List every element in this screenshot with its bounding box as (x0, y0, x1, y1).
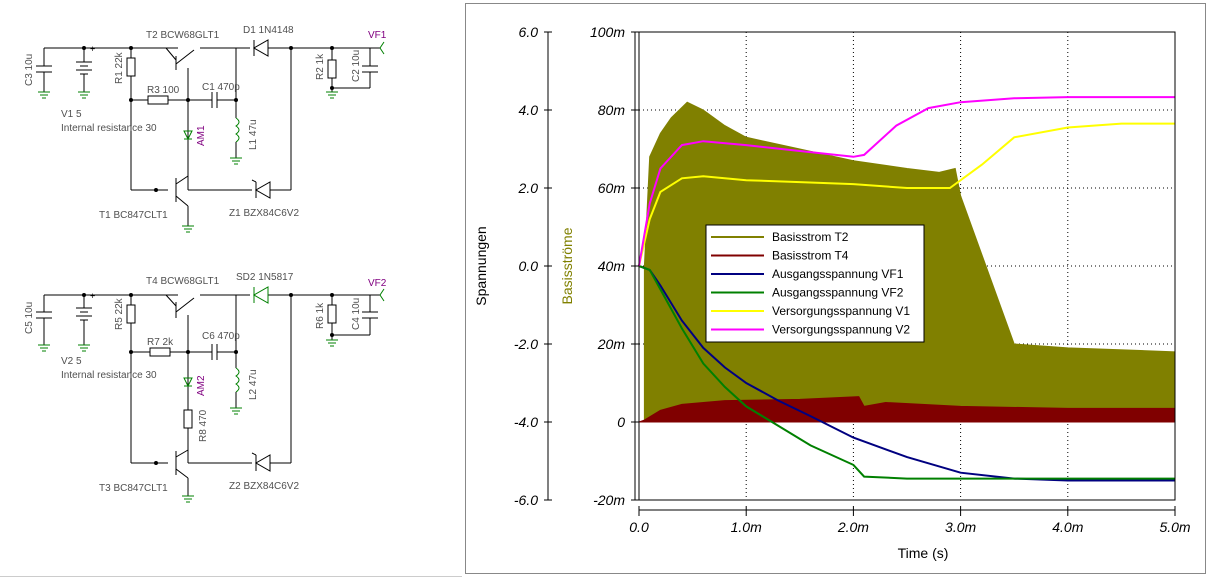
label-v1: V1 5 (61, 109, 82, 120)
y-right-tick-label: 100m (590, 24, 625, 40)
legend-label: Ausgangsspannung VF2 (772, 286, 904, 300)
y-axis-left-label: Spannungen (473, 226, 489, 305)
label-v2: V2 5 (61, 356, 82, 367)
label-vf2: VF2 (368, 278, 387, 289)
label-r2: R2 1k (315, 53, 326, 80)
transient-chart[interactable]: 6.0 4.0 2.0 0.0 -2.0 -4.0 -6.0 100m 80m 60m 40m 20m… (466, 4, 1205, 573)
y-left-tick-label: -2.0 (514, 336, 538, 352)
label-r8: R8 470 (198, 409, 209, 442)
label-r1: R1 22k (114, 51, 125, 84)
series-line-versorgungsspannung-v1 (638, 122, 1175, 267)
label-t2: T2 BCW68GLT1 (146, 30, 220, 41)
legend-label: Versorgungsspannung V1 (772, 304, 910, 318)
y-left-tick-label: 2.0 (518, 180, 539, 196)
label-am1: AM1 (196, 125, 207, 146)
svg-text:+: + (90, 291, 95, 301)
label-r3: R3 100 (147, 85, 180, 96)
label-t3: T3 BC847CLT1 (99, 483, 168, 494)
label-vf1: VF1 (368, 30, 387, 41)
panel-divider (0, 576, 462, 577)
label-t1: T1 BC847CLT1 (99, 210, 168, 221)
y-right-tick-label: 60m (598, 180, 626, 196)
label-c4: C4 10u (351, 298, 362, 330)
label-z1: Z1 BZX84C6V2 (229, 208, 299, 219)
legend-box (705, 224, 925, 343)
y-right-tick-label: 80m (598, 102, 626, 118)
series-line-ausgangsspannung-vf2 (638, 265, 1175, 480)
y-left-tick-label: 6.0 (519, 24, 539, 40)
y-left-tick-label: 4.0 (519, 102, 539, 118)
x-tick-label: 0.0 (629, 519, 649, 535)
legend-label: Versorgungsspannung V2 (772, 323, 910, 337)
series-line-versorgungsspannung-v2 (638, 96, 1175, 267)
label-r7: R7 2k (147, 337, 174, 348)
legend-label: Ausgangsspannung VF1 (772, 267, 904, 281)
label-v1-note: Internal resistance 30 (61, 123, 157, 134)
label-c6: C6 470p (202, 331, 240, 342)
plot-window[interactable]: 6.0 4.0 2.0 0.0 -2.0 -4.0 -6.0 100m 80m 60m 40m 20m… (465, 3, 1206, 574)
label-z2: Z2 BZX84C6V2 (229, 481, 299, 492)
y-axis-right-label: Basisströme (559, 227, 575, 304)
label-c1: C1 470p (202, 82, 240, 93)
label-l2: L2 47u (248, 369, 259, 400)
label-t4: T4 BCW68GLT1 (146, 276, 220, 287)
label-c5: C5 10u (24, 302, 35, 334)
label-r5: R5 22k (114, 297, 125, 330)
y-right-tick-label: -20m (593, 492, 625, 508)
series-line-ausgangsspannung-vf1 (638, 265, 1175, 482)
svg-text:+: + (90, 44, 95, 54)
y-right-tick-label: 40m (598, 258, 626, 274)
label-v2-note: Internal resistance 30 (61, 370, 157, 381)
y-left-tick-label: -4.0 (514, 414, 538, 430)
y-right-tick-label: 0 (617, 414, 625, 430)
x-tick-label: 4.0m (1052, 519, 1083, 535)
legend-label: Basisstrom T4 (772, 249, 849, 263)
y-left-tick-label: 0.0 (519, 258, 539, 274)
y-right-tick-label: 20m (597, 336, 626, 352)
x-tick-label: 2.0m (837, 519, 869, 535)
label-l1: L1 47u (248, 119, 259, 150)
x-tick-label: 5.0m (1159, 519, 1190, 535)
circuit-schematic: + + C3 10u V1 5 Internal resistance 30 R1… (24, 25, 387, 503)
label-d1: D1 1N4148 (243, 25, 294, 36)
label-sd2: SD2 1N5817 (236, 272, 294, 283)
legend[interactable]: Basisstrom T2 Basisstrom T4 Ausgangsspannu… (705, 224, 925, 343)
legend-label: Basisstrom T2 (772, 230, 849, 244)
x-axis-label: Time (s) (898, 545, 949, 561)
label-r6: R6 1k (315, 302, 326, 329)
tick-labels: 6.0 4.0 2.0 0.0 -2.0 -4.0 -6.0 100m 80m 60m 40m 20m… (514, 24, 1191, 535)
y-left-tick-label: -6.0 (514, 492, 538, 508)
x-tick-label: 1.0m (731, 519, 762, 535)
label-c3: C3 10u (24, 54, 35, 86)
label-am2: AM2 (196, 375, 207, 396)
label-c2: C2 10u (351, 50, 362, 82)
x-tick-label: 3.0m (945, 519, 976, 535)
